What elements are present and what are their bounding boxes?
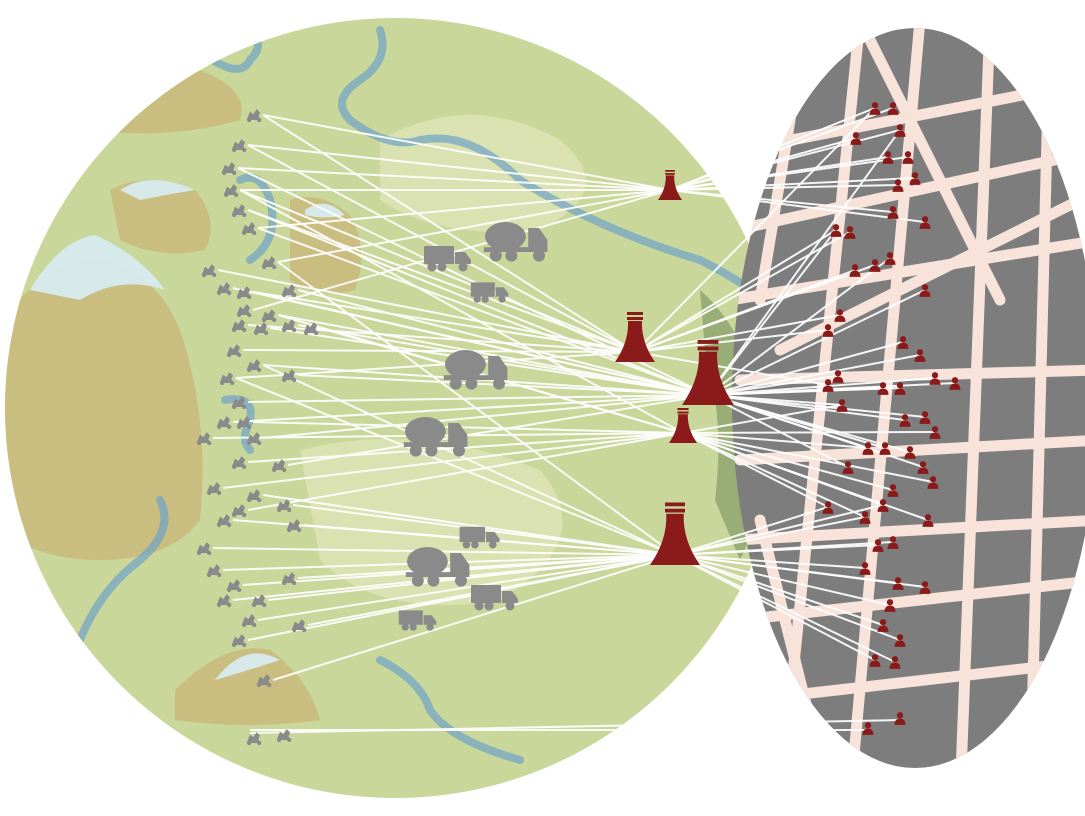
supply-link [239,189,636,353]
supply-link [277,261,676,556]
delivery-link [682,432,934,483]
supply-link [272,554,676,681]
supply-link [212,547,676,556]
delivery-link [669,189,926,223]
snow-cap [215,653,280,680]
delivery-link [634,351,829,386]
road [954,28,996,768]
supply-link [252,291,709,396]
delivery-link [674,554,926,588]
supply-link [257,227,709,396]
supply-link [235,377,676,556]
delivery-link [682,432,894,491]
supply-link [222,432,684,489]
supply-link [247,554,676,641]
direct-link [249,719,901,734]
mountain-range [5,258,203,560]
supply-link [257,554,676,621]
supply-link [262,364,676,556]
road [732,144,1085,236]
supply-link [235,351,636,379]
delivery-link [634,329,829,353]
supply-link [252,421,684,434]
supply-link [247,394,709,403]
supply-link [277,189,671,263]
delivery-link [674,554,866,569]
delivery-link [674,506,829,556]
delivery-link [682,431,936,434]
delivery-link [707,341,904,396]
supply-link [297,324,709,396]
delivery-link [634,264,876,353]
supply-link [262,114,636,353]
delivery-link [707,394,911,453]
delivery-link [682,432,829,508]
supply-link [237,167,671,191]
road [844,28,926,768]
delivery-link [682,432,929,521]
delivery-link [674,554,876,661]
land-patch [300,438,563,605]
delivery-link [634,231,851,353]
supply-link [297,554,676,579]
delivery-link [674,554,896,663]
delivery-link [669,107,894,191]
snow-cap [30,235,165,300]
delivery-link [669,177,916,191]
urban-region [732,28,1085,768]
road [1024,28,1056,768]
supply-link [239,189,684,434]
delivery-link [674,504,884,556]
road [774,184,1085,356]
mountain-range [110,180,211,254]
delivery-link [674,554,884,626]
delivery-link [674,554,891,606]
snow-cap [120,180,195,200]
river [338,26,785,334]
delivery-link [669,156,909,191]
delivery-link [682,432,869,449]
delivery-link [682,404,843,434]
river [376,656,524,764]
supply-link [242,349,636,353]
supply-link [262,494,676,556]
delivery-link [674,554,901,641]
delivery-link [669,107,876,191]
supply-link [262,114,671,191]
delivery-link [682,432,866,518]
delivery-link [634,229,837,353]
road [732,234,1085,306]
supply-link [262,394,709,439]
supply-link [267,554,676,601]
supply-link [232,394,709,423]
river [76,496,169,644]
mountain-range [60,67,242,134]
supply-link [257,189,671,229]
supply-link [277,314,709,396]
delivery-link [707,289,926,396]
delivery-link [674,541,894,556]
river [236,173,277,264]
delivery-link [707,375,839,396]
delivery-link [707,354,921,396]
supply-link [247,144,671,191]
supply-link [287,394,709,466]
supply-link [222,554,676,571]
delivery-link [707,394,924,468]
delivery-link [707,129,901,396]
delivery-link [634,107,876,353]
delivery-link [669,137,857,191]
delivery-link [674,516,866,556]
delivery-link [707,229,837,396]
delivery-link [707,257,891,396]
supply-link [212,432,684,439]
mountain-range [175,648,320,725]
supply-link [252,291,636,353]
delivery-link [707,394,926,418]
mountain-range [290,197,362,294]
supply-link [247,432,684,463]
delivery-link [707,394,849,468]
supply-link [297,289,709,396]
